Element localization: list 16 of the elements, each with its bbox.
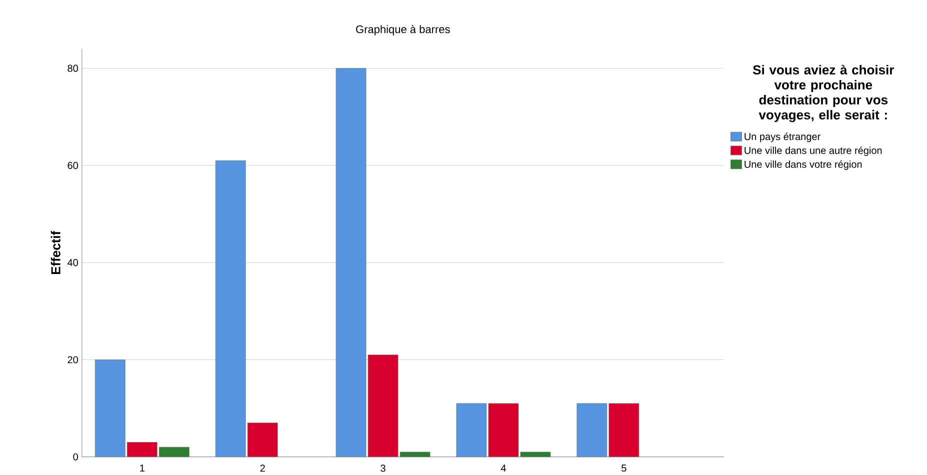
x-tick-label: 5 (622, 464, 626, 472)
y-tick-label: 40 (68, 259, 78, 266)
y-tick-label: 20 (68, 356, 78, 364)
y-tick-label: 60 (68, 162, 78, 169)
chart-title: Graphique à barres (356, 24, 450, 36)
y-axis-title: Effectif (50, 230, 60, 274)
legend-label: Un pays étranger (744, 132, 820, 142)
legend-title: Si vous aviez à choisir votre prochaine destination pour vos voyages, elle serait : (752, 64, 894, 122)
y-tick-label: 80 (68, 64, 78, 72)
x-tick-label: 2 (260, 464, 265, 472)
x-tick-label: 3 (380, 464, 386, 472)
y-tick-label: 0 (73, 453, 78, 460)
x-tick-label: 1 (140, 464, 144, 472)
legend-label: Une ville dans votre région (744, 160, 862, 170)
legend-label: Une ville dans une autre région (744, 146, 882, 156)
x-tick-label: 4 (500, 464, 506, 472)
